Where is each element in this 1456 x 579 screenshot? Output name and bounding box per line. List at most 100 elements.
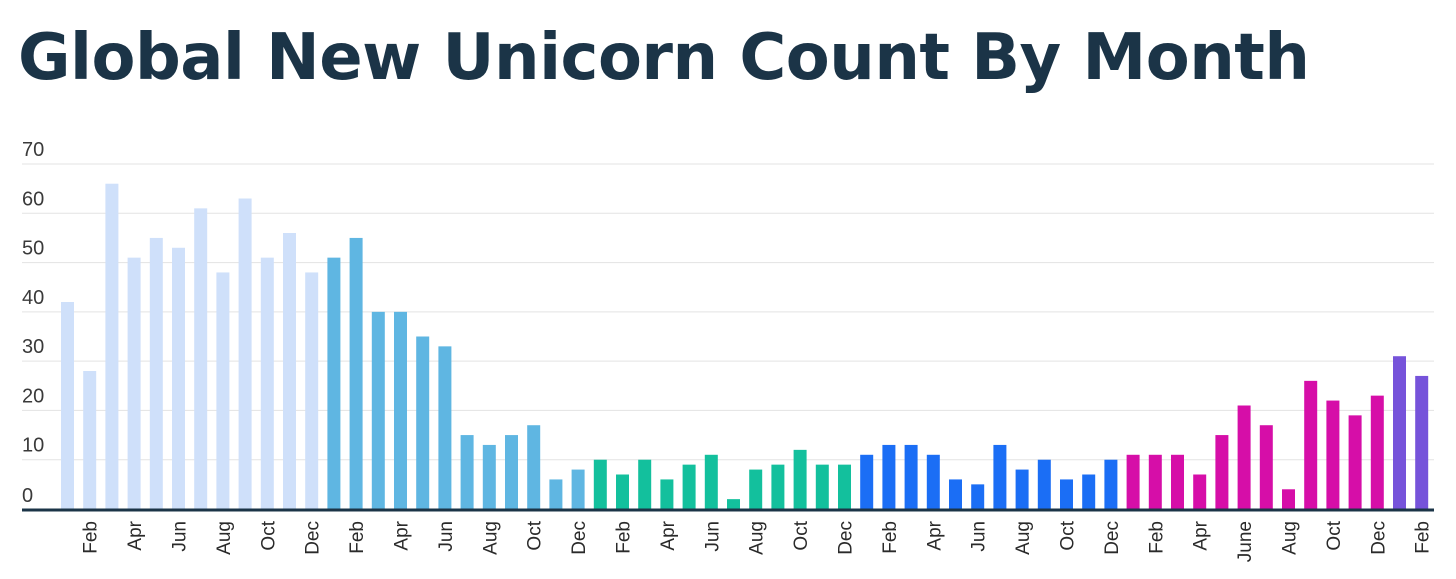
bar xyxy=(438,346,452,509)
x-tick-label: Oct xyxy=(1324,520,1345,550)
bar xyxy=(616,474,629,509)
bar xyxy=(1126,454,1140,509)
x-tick-label: Oct xyxy=(258,520,279,550)
bar xyxy=(815,464,829,509)
bar xyxy=(482,444,496,509)
bar xyxy=(660,479,674,509)
bar xyxy=(1304,380,1318,509)
bar xyxy=(527,425,541,509)
x-tick-label: Apr xyxy=(125,520,146,550)
x-tick-label: Aug xyxy=(214,521,235,555)
x-tick-label: Dec xyxy=(1368,521,1389,555)
y-tick-label: 40 xyxy=(22,287,44,309)
y-tick-label: 10 xyxy=(22,435,44,457)
bar xyxy=(949,479,962,509)
x-tick-label: Feb xyxy=(1146,521,1167,554)
y-tick-label: 0 xyxy=(22,485,33,507)
bar xyxy=(771,464,785,509)
bar xyxy=(793,449,807,509)
x-tick-label: Feb xyxy=(880,521,901,554)
bar xyxy=(926,454,940,509)
bar xyxy=(882,444,896,509)
bar xyxy=(1215,435,1229,509)
chart-title: Global New Unicorn Count By Month xyxy=(18,21,1310,95)
bar xyxy=(571,469,585,509)
bar xyxy=(1370,395,1384,509)
bar xyxy=(1148,454,1162,509)
bar xyxy=(1193,474,1207,509)
y-tick-label: 60 xyxy=(22,188,44,210)
bar xyxy=(305,272,319,509)
bar xyxy=(283,233,296,509)
bar xyxy=(1104,459,1118,509)
bar xyxy=(349,237,363,509)
x-tick-label: Jun xyxy=(969,521,990,552)
bar xyxy=(371,311,385,509)
bar xyxy=(1282,489,1295,509)
x-tick-label: Dec xyxy=(1102,521,1123,555)
bar xyxy=(904,444,918,509)
bar xyxy=(860,454,874,509)
x-tick-label: Dec xyxy=(303,521,324,555)
bar xyxy=(127,257,141,509)
bar xyxy=(216,272,230,509)
bar xyxy=(260,257,274,509)
bar xyxy=(1259,425,1273,509)
bar xyxy=(61,302,74,509)
y-tick-label: 30 xyxy=(22,336,44,358)
x-tick-label: Feb xyxy=(614,521,635,554)
x-tick-label: Apr xyxy=(1191,520,1212,550)
bar xyxy=(838,464,851,509)
bar xyxy=(416,336,430,509)
x-tick-label: Aug xyxy=(1280,521,1301,555)
bar xyxy=(993,444,1007,509)
bar xyxy=(238,198,252,509)
x-tick-label: Oct xyxy=(791,520,812,550)
bar xyxy=(1326,400,1340,509)
x-tick-label: Apr xyxy=(658,520,679,550)
bar xyxy=(105,183,119,509)
bar xyxy=(682,464,696,509)
bar xyxy=(593,459,607,509)
x-tick-label: Jun xyxy=(436,521,457,552)
bar xyxy=(1082,474,1096,509)
x-tick-label: Apr xyxy=(924,520,945,550)
y-tick-label: 70 xyxy=(22,139,44,161)
x-tick-label: Dec xyxy=(569,521,590,555)
x-tick-label: Aug xyxy=(1013,521,1034,555)
bar xyxy=(1393,356,1406,509)
y-tick-label: 20 xyxy=(22,385,44,407)
bar xyxy=(505,435,518,509)
x-tick-label: Oct xyxy=(1058,520,1079,550)
x-tick-label: Jun xyxy=(170,521,191,552)
x-tick-label: Aug xyxy=(480,521,501,555)
bar xyxy=(704,454,718,509)
bar xyxy=(1237,405,1251,509)
x-tick-label: Apr xyxy=(392,520,413,550)
bar xyxy=(638,459,652,509)
x-tick-label: June xyxy=(1235,521,1256,562)
bar xyxy=(149,237,163,509)
x-tick-label: Oct xyxy=(525,520,546,550)
bar xyxy=(727,499,740,509)
x-tick-label: Aug xyxy=(747,521,768,555)
bar xyxy=(394,311,407,509)
bar xyxy=(549,479,563,509)
bar xyxy=(327,257,341,509)
y-tick-label: 50 xyxy=(22,238,44,260)
x-tick-label: Jun xyxy=(702,521,723,552)
bar xyxy=(1060,479,1073,509)
bar xyxy=(194,208,208,509)
bar xyxy=(83,371,97,509)
bar xyxy=(749,469,763,509)
x-tick-label: Feb xyxy=(1413,521,1434,554)
bar xyxy=(172,247,185,510)
bar xyxy=(1037,459,1051,509)
bar xyxy=(1415,375,1429,509)
bar xyxy=(971,484,985,509)
bar xyxy=(460,435,474,509)
bar xyxy=(1015,469,1029,509)
x-tick-label: Feb xyxy=(81,521,102,554)
x-tick-label: Feb xyxy=(347,521,368,554)
